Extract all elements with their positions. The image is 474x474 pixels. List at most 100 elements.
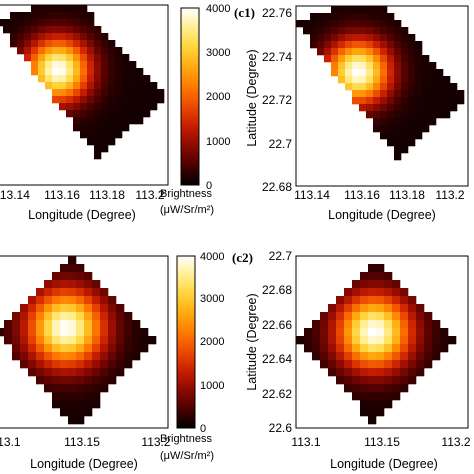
heatmap-cell [408, 139, 416, 147]
heatmap-cell [408, 344, 417, 353]
heatmap-cell [45, 26, 53, 34]
heatmap-cell [380, 6, 388, 14]
heatmap-cell [387, 55, 395, 63]
heatmap-cell [84, 288, 93, 297]
heatmap-cell [100, 304, 109, 313]
heatmap-cell [115, 89, 123, 97]
heatmap-cell [408, 336, 417, 345]
heatmap-cells [0, 5, 165, 160]
heatmap-cell [387, 62, 395, 70]
heatmap-cell [394, 83, 402, 91]
heatmap-cell [59, 12, 67, 20]
heatmap-cell [101, 82, 109, 90]
heatmap-cell [38, 5, 46, 13]
heatmap-cell [360, 400, 369, 409]
heatmap-cell [373, 34, 381, 42]
heatmap-cell [394, 90, 402, 98]
heatmap-cell [387, 83, 395, 91]
heatmap-cell [36, 312, 45, 321]
heatmap-cell [52, 352, 61, 361]
heatmap-cell [392, 328, 401, 337]
heatmap-cell [31, 47, 39, 55]
heatmap-cell [76, 416, 85, 425]
heatmap-cell [380, 69, 388, 77]
heatmap-cell [392, 344, 401, 353]
heatmap-cell [45, 47, 53, 55]
heatmap-cell [432, 352, 441, 361]
heatmap-cell [68, 416, 77, 425]
heatmap-cell [344, 360, 353, 369]
heatmap-cell [401, 118, 409, 126]
heatmap-cell [408, 69, 416, 77]
heatmap-cell [115, 96, 123, 104]
heatmap-cell [416, 336, 425, 345]
heatmap-cell [28, 304, 37, 313]
heatmap-cell [394, 55, 402, 63]
heatmap-cell [59, 5, 67, 13]
heatmap-cell [108, 103, 116, 111]
heatmap-cell [392, 368, 401, 377]
heatmap-cell [124, 360, 133, 369]
heatmap-cell [408, 320, 417, 329]
heatmap-cell [331, 27, 339, 35]
heatmap-cell [408, 97, 416, 105]
heatmap-cell [84, 328, 93, 337]
heatmap-cell [115, 75, 123, 83]
heatmap-cell [92, 392, 101, 401]
heatmap-cell [84, 304, 93, 313]
plot-frame [0, 255, 169, 429]
heatmap-cell [38, 75, 46, 83]
heatmap-cell [380, 55, 388, 63]
heatmap-cell [80, 26, 88, 34]
heatmap-cell [17, 47, 25, 55]
heatmap-cell [336, 368, 345, 377]
heatmap-cell [387, 20, 395, 28]
heatmap-cell [73, 117, 81, 125]
heatmap-cell [408, 368, 417, 377]
heatmap-cell [373, 48, 381, 56]
heatmap-cell [320, 320, 329, 329]
heatmap-cell [12, 352, 21, 361]
heatmap-cell [31, 5, 39, 13]
heatmap-cell [415, 97, 423, 105]
heatmap-cell [360, 344, 369, 353]
x-tick-label: 113.2 [435, 188, 464, 202]
heatmap-cell [416, 344, 425, 353]
heatmap-cell [108, 82, 116, 90]
heatmap-cell [12, 344, 21, 353]
heatmap-cell [60, 320, 69, 329]
heatmap-cell [328, 320, 337, 329]
heatmap-cell [352, 320, 361, 329]
heatmap-cell [336, 336, 345, 345]
colorbar-tick-label: 2000 [206, 91, 230, 103]
heatmap-cell [124, 352, 133, 361]
heatmap-cell [115, 110, 123, 118]
heatmap-cell [136, 110, 144, 118]
heatmap-cell [66, 68, 74, 76]
heatmap-cell [87, 117, 95, 125]
heatmap-cell [359, 104, 367, 112]
heatmap-cell [73, 75, 81, 83]
heatmap-cell [352, 62, 360, 70]
heatmap-cell [84, 296, 93, 305]
heatmap-cell [52, 368, 61, 377]
heatmap-cell [94, 89, 102, 97]
colorbar-bottom: 4000 3000 2000 1000 0 Brightness (μW/Sr/… [160, 251, 224, 462]
heatmap-cell [384, 336, 393, 345]
heatmap-cell [94, 54, 102, 62]
y-tick-label: 22.68 [262, 180, 292, 194]
heatmap-cell [368, 400, 377, 409]
heatmap-cell [429, 76, 437, 84]
heatmap-cell [80, 40, 88, 48]
heatmap-cell [400, 304, 409, 313]
heatmap-cell [59, 26, 67, 34]
colorbar-tick-label: 0 [200, 423, 206, 435]
heatmap-cell [122, 89, 130, 97]
heatmap-cell [352, 384, 361, 393]
heatmap-cell [115, 68, 123, 76]
heatmap-cell [73, 33, 81, 41]
heatmap-cell [408, 360, 417, 369]
y-tick-label: 22.74 [262, 50, 292, 64]
heatmap-cell [20, 344, 29, 353]
heatmap-cell [344, 344, 353, 353]
